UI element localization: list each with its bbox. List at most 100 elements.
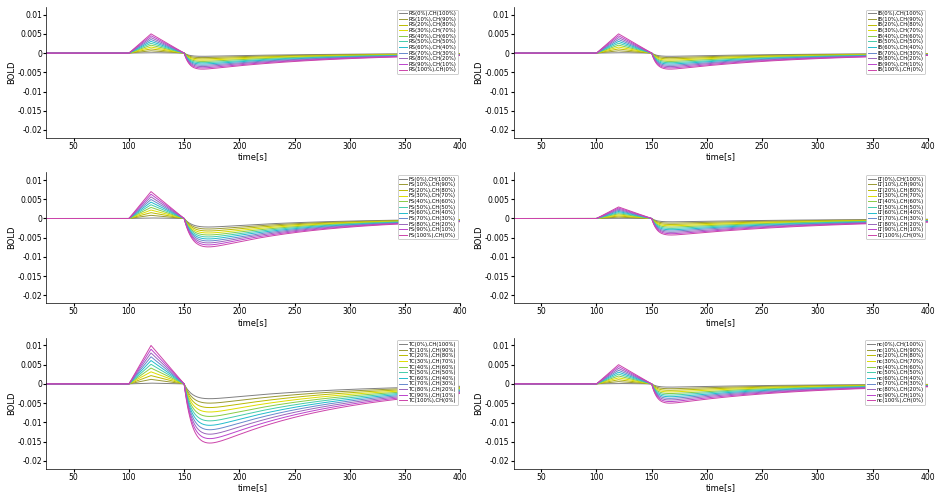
LT(40%),CH(60%)	[739, 221, 751, 227]
RS(20%),CH(80%)	[310, 53, 321, 59]
FS(80%),CH(20%)	[424, 219, 435, 225]
LT(10%),CH(90%)	[922, 217, 934, 223]
IB(50%),CH(50%)	[508, 50, 519, 56]
FS(50%),CH(50%)	[310, 223, 321, 229]
nc(50%),CH(50%)	[674, 392, 686, 398]
TC(40%),CH(60%)	[145, 365, 156, 371]
FS(70%),CH(30%)	[41, 216, 52, 222]
LT(70%),CH(30%)	[508, 216, 519, 222]
Line: TC(50%),CH(50%): TC(50%),CH(50%)	[46, 364, 461, 421]
Line: TC(40%),CH(60%): TC(40%),CH(60%)	[46, 368, 461, 417]
FS(70%),CH(30%)	[424, 219, 435, 225]
RS(70%),CH(30%)	[145, 36, 156, 42]
TC(20%),CH(80%)	[272, 396, 284, 402]
RS(100%),CH(0%)	[197, 66, 208, 72]
FS(10%),CH(90%)	[424, 217, 435, 223]
FS(20%),CH(80%)	[450, 217, 462, 223]
LT(80%),CH(20%)	[508, 216, 519, 222]
nc(90%),CH(10%)	[922, 384, 934, 390]
nc(100%),CH(0%)	[665, 400, 676, 406]
FS(0%),CH(100%)	[207, 224, 219, 230]
LT(80%),CH(20%)	[613, 206, 625, 212]
FS(70%),CH(30%)	[207, 238, 219, 244]
LT(100%),CH(0%)	[891, 220, 902, 226]
FS(80%),CH(20%)	[133, 206, 144, 212]
TC(10%),CH(90%)	[207, 400, 219, 406]
LT(80%),CH(20%)	[922, 219, 934, 225]
RS(40%),CH(60%)	[41, 50, 52, 56]
Line: RS(10%),CH(90%): RS(10%),CH(90%)	[46, 51, 461, 57]
RS(40%),CH(60%)	[424, 52, 435, 58]
LT(50%),CH(50%)	[739, 222, 751, 228]
RS(0%),CH(100%)	[310, 51, 321, 57]
FS(30%),CH(70%)	[145, 207, 156, 213]
LT(50%),CH(50%)	[508, 216, 519, 222]
RS(30%),CH(70%)	[450, 51, 462, 57]
RS(10%),CH(90%)	[41, 50, 52, 56]
Line: nc(60%),CH(40%): nc(60%),CH(40%)	[513, 372, 928, 397]
RS(70%),CH(30%)	[272, 57, 284, 63]
LT(0%),CH(100%)	[674, 219, 686, 225]
Line: LT(60%),CH(40%): LT(60%),CH(40%)	[513, 212, 928, 230]
nc(80%),CH(20%)	[601, 374, 612, 380]
IB(70%),CH(30%)	[922, 52, 934, 58]
FS(90%),CH(10%)	[145, 191, 156, 197]
LT(10%),CH(90%)	[508, 216, 519, 222]
IB(40%),CH(60%)	[891, 52, 902, 58]
IB(0%),CH(100%)	[613, 50, 625, 56]
X-axis label: time[s]: time[s]	[238, 483, 268, 492]
RS(20%),CH(80%)	[272, 53, 284, 59]
TC(100%),CH(0%)	[41, 381, 52, 387]
nc(100%),CH(0%)	[777, 389, 788, 395]
IB(10%),CH(90%)	[665, 54, 676, 60]
TC(90%),CH(10%)	[133, 365, 144, 371]
RS(60%),CH(40%)	[455, 52, 466, 58]
RS(50%),CH(50%)	[310, 54, 321, 60]
FS(50%),CH(50%)	[455, 218, 466, 224]
nc(30%),CH(70%)	[601, 378, 612, 384]
IB(50%),CH(50%)	[739, 56, 751, 62]
LT(10%),CH(90%)	[666, 220, 677, 226]
nc(0%),CH(100%)	[674, 384, 686, 390]
nc(100%),CH(0%)	[613, 362, 625, 368]
Y-axis label: BOLD: BOLD	[7, 60, 16, 84]
nc(40%),CH(60%)	[739, 387, 751, 393]
TC(0%),CH(100%)	[450, 383, 462, 389]
TC(0%),CH(100%)	[310, 388, 321, 394]
FS(10%),CH(90%)	[41, 216, 52, 222]
LT(20%),CH(80%)	[918, 217, 929, 223]
RS(80%),CH(20%)	[272, 58, 284, 64]
LT(10%),CH(90%)	[739, 219, 751, 225]
nc(10%),CH(90%)	[918, 382, 929, 388]
FS(90%),CH(10%)	[450, 219, 462, 225]
FS(90%),CH(10%)	[133, 205, 144, 211]
nc(70%),CH(30%)	[665, 395, 676, 401]
IB(50%),CH(50%)	[922, 51, 934, 57]
IB(60%),CH(40%)	[891, 52, 902, 58]
IB(60%),CH(40%)	[918, 52, 929, 58]
LT(50%),CH(50%)	[613, 210, 625, 216]
Line: LT(0%),CH(100%): LT(0%),CH(100%)	[513, 218, 928, 222]
RS(0%),CH(100%)	[272, 52, 284, 58]
FS(50%),CH(50%)	[203, 234, 214, 240]
nc(70%),CH(30%)	[777, 387, 788, 393]
Line: TC(20%),CH(80%): TC(20%),CH(80%)	[46, 376, 461, 408]
nc(70%),CH(30%)	[891, 384, 902, 390]
RS(50%),CH(50%)	[455, 51, 466, 57]
FS(70%),CH(30%)	[133, 207, 144, 213]
Line: TC(70%),CH(30%): TC(70%),CH(30%)	[46, 357, 461, 430]
nc(60%),CH(40%)	[891, 383, 902, 389]
IB(10%),CH(90%)	[922, 51, 934, 57]
TC(40%),CH(60%)	[41, 381, 52, 387]
RS(30%),CH(70%)	[424, 51, 435, 57]
nc(10%),CH(90%)	[665, 386, 676, 392]
LT(40%),CH(60%)	[777, 220, 788, 226]
nc(90%),CH(10%)	[665, 399, 676, 405]
Line: nc(40%),CH(60%): nc(40%),CH(60%)	[513, 376, 928, 394]
FS(100%),CH(0%)	[203, 244, 214, 250]
RS(70%),CH(30%)	[207, 62, 219, 68]
FS(100%),CH(0%)	[207, 244, 219, 250]
LT(0%),CH(100%)	[922, 216, 934, 222]
LT(80%),CH(20%)	[601, 212, 612, 218]
RS(30%),CH(70%)	[310, 53, 321, 59]
